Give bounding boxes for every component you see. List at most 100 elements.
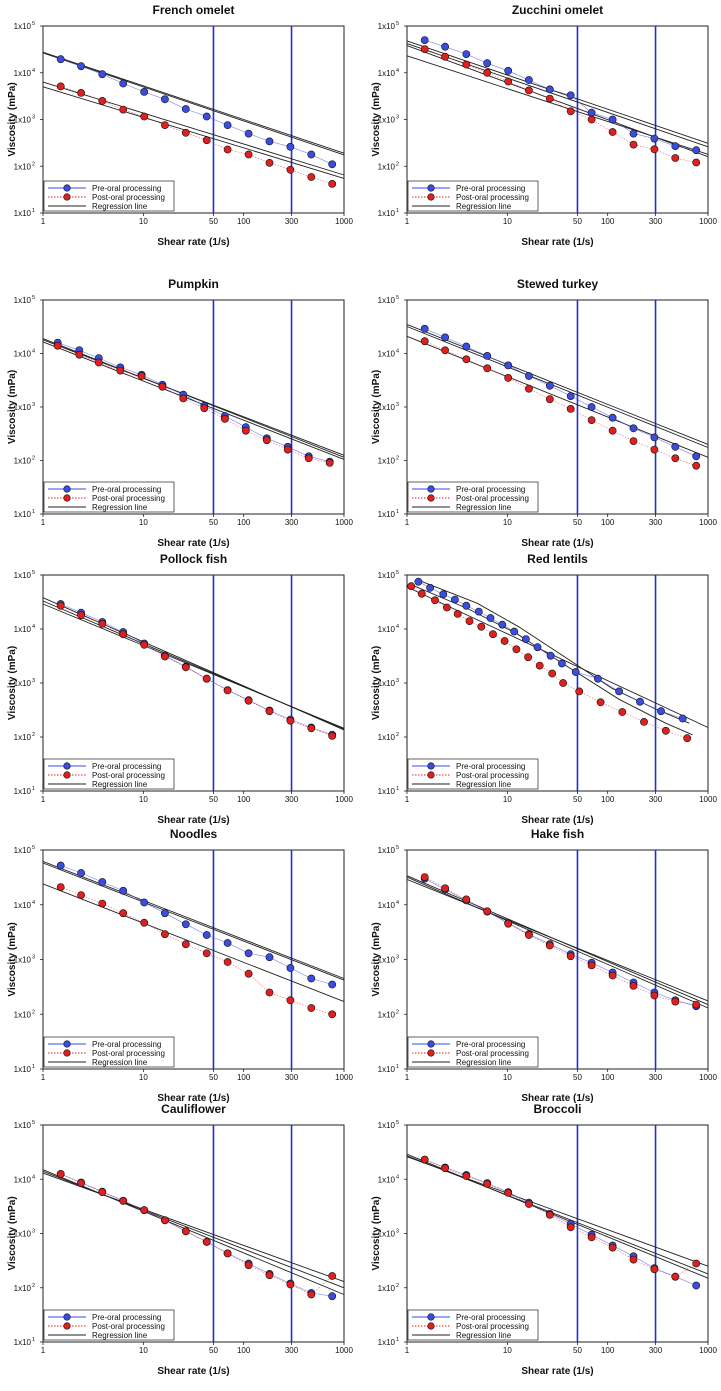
legend-post-marker bbox=[427, 1049, 435, 1057]
post-point bbox=[328, 179, 337, 188]
post-series-line bbox=[424, 876, 697, 1005]
pre-point bbox=[181, 105, 190, 113]
x-tick-label: 100 bbox=[601, 518, 615, 527]
post-point bbox=[202, 1238, 211, 1246]
post-point bbox=[629, 140, 638, 149]
x-tick-label: 100 bbox=[237, 217, 251, 226]
post-point bbox=[420, 337, 429, 346]
y-tick-exponent: 1 bbox=[396, 1337, 399, 1343]
y-tick-exponent: 5 bbox=[396, 570, 399, 576]
y-tick-exponent: 2 bbox=[396, 1283, 399, 1289]
y-tick-exponent: 4 bbox=[32, 1174, 35, 1180]
post-point bbox=[94, 358, 103, 367]
legend-pre-marker bbox=[63, 1040, 71, 1048]
x-tick-label: 300 bbox=[649, 1346, 663, 1355]
pre-point bbox=[594, 674, 602, 683]
y-tick-label: 1x10 bbox=[14, 1175, 32, 1184]
x-tick-label: 300 bbox=[285, 518, 299, 527]
y-tick-exponent: 3 bbox=[396, 1229, 399, 1235]
pre-point bbox=[328, 1292, 337, 1301]
plot-frame bbox=[406, 574, 709, 792]
x-tick-label: 50 bbox=[209, 1073, 218, 1082]
post-point bbox=[661, 726, 670, 735]
y-tick-exponent: 3 bbox=[396, 678, 399, 684]
post-point bbox=[53, 341, 62, 350]
pre-point bbox=[629, 129, 638, 138]
post-point bbox=[56, 601, 65, 610]
pre-point bbox=[244, 129, 253, 138]
post-point bbox=[525, 931, 533, 939]
legend-pre-marker bbox=[63, 485, 71, 493]
post-point bbox=[548, 669, 557, 678]
pre-point bbox=[56, 861, 65, 870]
x-tick-label: 1 bbox=[41, 217, 46, 226]
post-point bbox=[181, 663, 190, 672]
regression-line-3 bbox=[406, 586, 709, 728]
post-point bbox=[504, 373, 513, 382]
x-tick-label: 300 bbox=[285, 217, 299, 226]
post-point bbox=[286, 996, 295, 1005]
y-axis-label: Viscosity (mPa) bbox=[371, 370, 382, 444]
pre-point bbox=[328, 980, 337, 989]
y-tick-label: 1x10 bbox=[14, 350, 32, 359]
x-tick-label: 300 bbox=[285, 795, 299, 804]
legend-pre-marker bbox=[427, 485, 435, 493]
regression-line-3 bbox=[42, 339, 345, 456]
pre-point bbox=[286, 964, 295, 972]
post-point bbox=[223, 145, 232, 154]
y-axis-label: Viscosity (mPa) bbox=[7, 370, 18, 444]
post-point bbox=[181, 128, 190, 137]
pre-point bbox=[202, 931, 211, 939]
x-tick-label: 1000 bbox=[699, 795, 717, 804]
y-tick-label: 1x10 bbox=[14, 679, 32, 688]
y-tick-exponent: 1 bbox=[32, 208, 35, 214]
post-point bbox=[483, 907, 492, 916]
pre-series-line bbox=[418, 581, 683, 719]
regression-line-2 bbox=[406, 326, 709, 448]
y-tick-label: 1x10 bbox=[14, 1065, 32, 1074]
post-point bbox=[283, 445, 292, 454]
x-tick-label: 50 bbox=[573, 795, 582, 804]
legend-regression-label: Regression line bbox=[456, 1058, 512, 1067]
post-point bbox=[441, 52, 449, 61]
y-tick-label: 1x10 bbox=[378, 1010, 396, 1019]
pre-point bbox=[608, 413, 617, 422]
post-point bbox=[692, 158, 701, 167]
y-tick-exponent: 3 bbox=[396, 402, 399, 408]
y-tick-label: 1x10 bbox=[14, 209, 32, 218]
post-point bbox=[202, 949, 211, 958]
y-tick-exponent: 3 bbox=[32, 402, 35, 408]
y-tick-label: 1x10 bbox=[378, 162, 396, 171]
x-tick-label: 1000 bbox=[335, 518, 353, 527]
post-point bbox=[286, 1280, 295, 1289]
legend-pre-label: Pre-oral processing bbox=[456, 762, 525, 771]
post-point bbox=[575, 687, 584, 696]
post-point bbox=[483, 364, 492, 373]
plot-frame bbox=[42, 849, 345, 1070]
legend-pre-marker bbox=[427, 184, 435, 192]
post-point bbox=[420, 873, 429, 881]
regression-line-1 bbox=[406, 40, 709, 144]
post-point bbox=[140, 918, 149, 927]
legend-regression-label: Regression line bbox=[92, 1331, 148, 1340]
post-point bbox=[504, 919, 513, 928]
post-point bbox=[200, 404, 209, 413]
pre-point bbox=[307, 974, 316, 983]
y-tick-label: 1x10 bbox=[378, 403, 396, 412]
post-point bbox=[566, 952, 575, 961]
x-axis-label: Shear rate (1/s) bbox=[157, 237, 229, 248]
y-tick-label: 1x10 bbox=[14, 116, 32, 125]
post-point bbox=[587, 1233, 596, 1242]
post-point bbox=[77, 611, 85, 620]
post-point bbox=[223, 1249, 232, 1258]
legend-pre-label: Pre-oral processing bbox=[92, 762, 161, 771]
y-tick-exponent: 4 bbox=[396, 900, 399, 906]
y-tick-exponent: 4 bbox=[32, 900, 35, 906]
post-point bbox=[56, 82, 65, 91]
y-axis-label: Viscosity (mPa) bbox=[7, 922, 18, 996]
pre-point bbox=[223, 121, 232, 129]
post-point bbox=[420, 1155, 429, 1164]
pre-point bbox=[140, 88, 149, 96]
